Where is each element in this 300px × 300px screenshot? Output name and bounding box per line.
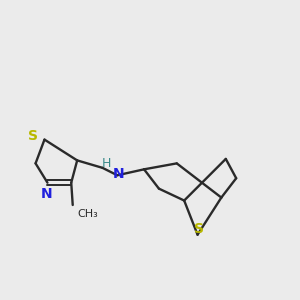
- Text: S: S: [194, 222, 204, 236]
- Text: N: N: [41, 187, 52, 201]
- Text: H: H: [102, 158, 112, 170]
- Text: N: N: [113, 167, 124, 181]
- Text: CH₃: CH₃: [77, 209, 98, 219]
- Text: S: S: [28, 129, 38, 143]
